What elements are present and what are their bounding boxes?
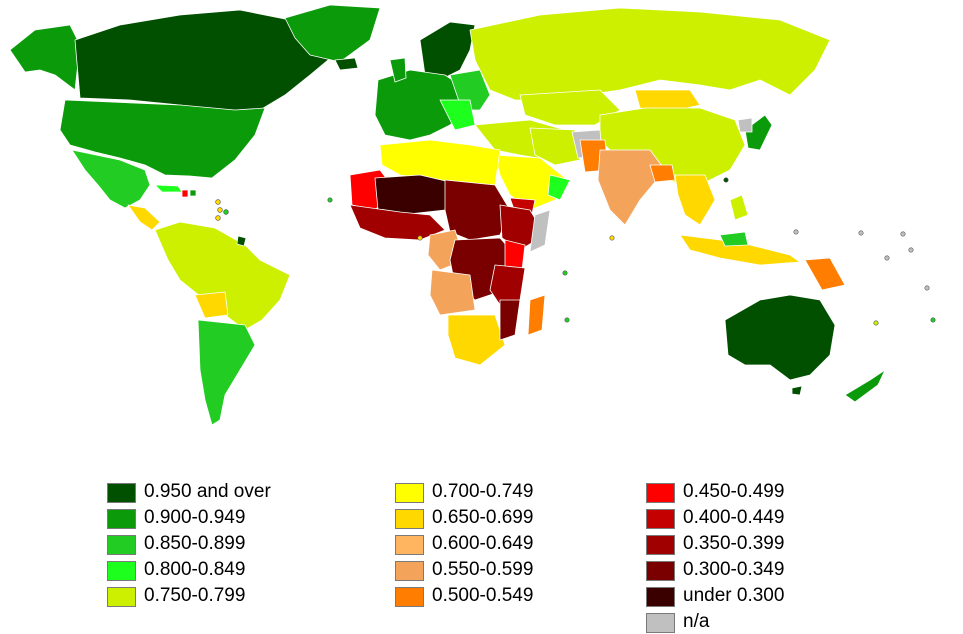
region-sahel-core bbox=[374, 174, 451, 216]
region-australia bbox=[724, 294, 836, 381]
legend-swatch bbox=[646, 483, 675, 503]
region-oman bbox=[547, 174, 571, 201]
region-angola bbox=[429, 269, 476, 316]
legend-label: 0.750-0.799 bbox=[144, 585, 246, 606]
region-arabia bbox=[494, 154, 566, 211]
legend-swatch bbox=[107, 483, 136, 503]
legend-swatch bbox=[395, 483, 424, 503]
region-nepal-bangladesh bbox=[649, 164, 676, 183]
island-marker bbox=[723, 177, 729, 183]
legend-label: 0.350-0.399 bbox=[683, 533, 785, 554]
region-northern-south-america bbox=[154, 221, 291, 331]
island-marker bbox=[900, 231, 906, 237]
region-philippines bbox=[729, 194, 749, 221]
legend-swatch bbox=[395, 509, 424, 529]
legend: 0.950 and over 0.900-0.949 0.850-0.899 0.80… bbox=[0, 478, 963, 633]
region-southern-africa bbox=[447, 314, 506, 366]
legend-swatch bbox=[395, 561, 424, 581]
legend-swatch bbox=[646, 587, 675, 607]
island-marker bbox=[327, 197, 333, 203]
region-uk bbox=[389, 57, 407, 83]
region-india bbox=[597, 149, 666, 226]
island-marker bbox=[215, 199, 221, 205]
world-map bbox=[9, 4, 936, 426]
region-mozambique bbox=[499, 299, 521, 341]
region-greenland bbox=[284, 4, 381, 63]
island-marker bbox=[858, 230, 864, 236]
region-usa bbox=[59, 99, 266, 179]
legend-swatch bbox=[395, 535, 424, 555]
region-korea-japan bbox=[744, 114, 773, 151]
legend-swatch bbox=[646, 535, 675, 555]
island-marker bbox=[908, 247, 914, 253]
region-haiti bbox=[181, 189, 189, 198]
legend-label: 0.850-0.899 bbox=[144, 533, 246, 554]
island-marker bbox=[793, 229, 799, 235]
legend-label: 0.400-0.449 bbox=[683, 507, 785, 528]
island-marker bbox=[884, 255, 890, 261]
legend-swatch bbox=[107, 561, 136, 581]
legend-label: 0.600-0.649 bbox=[432, 533, 534, 554]
legend-swatch bbox=[646, 509, 675, 529]
region-iran bbox=[529, 127, 581, 166]
island-marker bbox=[924, 285, 930, 291]
legend-swatch bbox=[646, 613, 675, 633]
legend-swatch bbox=[107, 509, 136, 529]
legend-swatch bbox=[107, 535, 136, 555]
region-tasmania bbox=[791, 385, 803, 396]
legend-label: 0.550-0.599 bbox=[432, 559, 534, 580]
island-marker bbox=[930, 317, 936, 323]
legend-swatch bbox=[107, 587, 136, 607]
legend-label: 0.800-0.849 bbox=[144, 559, 246, 580]
island-marker bbox=[417, 235, 423, 241]
legend-swatch bbox=[395, 587, 424, 607]
island-marker bbox=[562, 270, 568, 276]
island-marker bbox=[609, 235, 615, 241]
region-alaska bbox=[9, 24, 81, 91]
small-island-markers bbox=[215, 177, 936, 326]
region-malaysia bbox=[719, 231, 749, 247]
region-cuba bbox=[154, 184, 183, 193]
region-mexico bbox=[71, 149, 151, 209]
legend-label: 0.650-0.699 bbox=[432, 507, 534, 528]
region-russia bbox=[469, 7, 831, 101]
island-marker bbox=[215, 215, 221, 221]
legend-label: 0.900-0.949 bbox=[144, 507, 246, 528]
legend-label: n/a bbox=[683, 611, 710, 632]
region-southeast-asia bbox=[674, 174, 716, 226]
region-canada bbox=[74, 9, 341, 113]
region-madagascar bbox=[527, 294, 546, 336]
legend-label: 0.950 and over bbox=[144, 481, 271, 502]
island-marker bbox=[223, 209, 229, 215]
region-kazakhstan bbox=[519, 89, 621, 126]
legend-swatch bbox=[646, 561, 675, 581]
island-marker bbox=[873, 320, 879, 326]
legend-label: 0.500-0.549 bbox=[432, 585, 534, 606]
region-somalia bbox=[529, 209, 551, 253]
region-east-africa bbox=[489, 264, 526, 306]
region-western-europe bbox=[374, 69, 466, 141]
region-north-korea bbox=[737, 117, 753, 133]
region-central-america bbox=[127, 204, 161, 231]
legend-label: 0.450-0.499 bbox=[683, 481, 785, 502]
region-new-zealand bbox=[844, 369, 886, 403]
island-marker bbox=[564, 317, 570, 323]
region-guyana bbox=[236, 235, 247, 247]
legend-label: 0.300-0.349 bbox=[683, 559, 785, 580]
region-southern-cone bbox=[197, 319, 256, 426]
region-kenya bbox=[504, 239, 526, 271]
region-scandinavia bbox=[419, 21, 476, 81]
legend-label: under 0.300 bbox=[683, 585, 785, 606]
region-papua-new-guinea bbox=[804, 257, 846, 291]
region-caribbean-small bbox=[189, 189, 197, 197]
legend-label: 0.700-0.749 bbox=[432, 481, 534, 502]
region-sudan-chad bbox=[444, 179, 511, 241]
island-marker bbox=[217, 207, 223, 213]
region-bolivia bbox=[194, 291, 229, 319]
region-iceland bbox=[334, 57, 359, 71]
